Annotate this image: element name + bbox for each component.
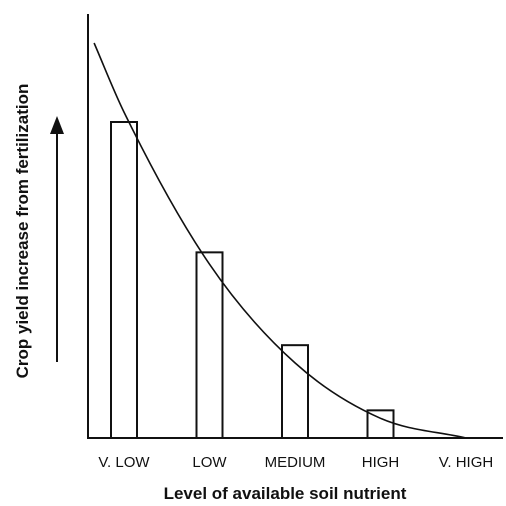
bar-low: [195, 251, 224, 439]
bars-layer: [110, 121, 395, 440]
x-tick-label: MEDIUM: [265, 454, 326, 471]
x-tick-label: V. HIGH: [439, 454, 493, 471]
x-axis-title: Level of available soil nutrient: [164, 484, 407, 503]
trend-curve: [93, 42, 467, 439]
bar-v-low: [110, 121, 138, 439]
x-tick-label: V. LOW: [98, 454, 150, 471]
y-arrow-head-icon: [50, 116, 64, 134]
x-tick-labels: V. LOW LOW MEDIUM HIGH V. HIGH: [98, 454, 493, 471]
x-tick-label: LOW: [192, 454, 227, 471]
x-tick-label: HIGH: [362, 454, 400, 471]
bar-medium: [281, 344, 309, 439]
y-axis-title: Crop yield increase from fertilization: [13, 84, 32, 379]
